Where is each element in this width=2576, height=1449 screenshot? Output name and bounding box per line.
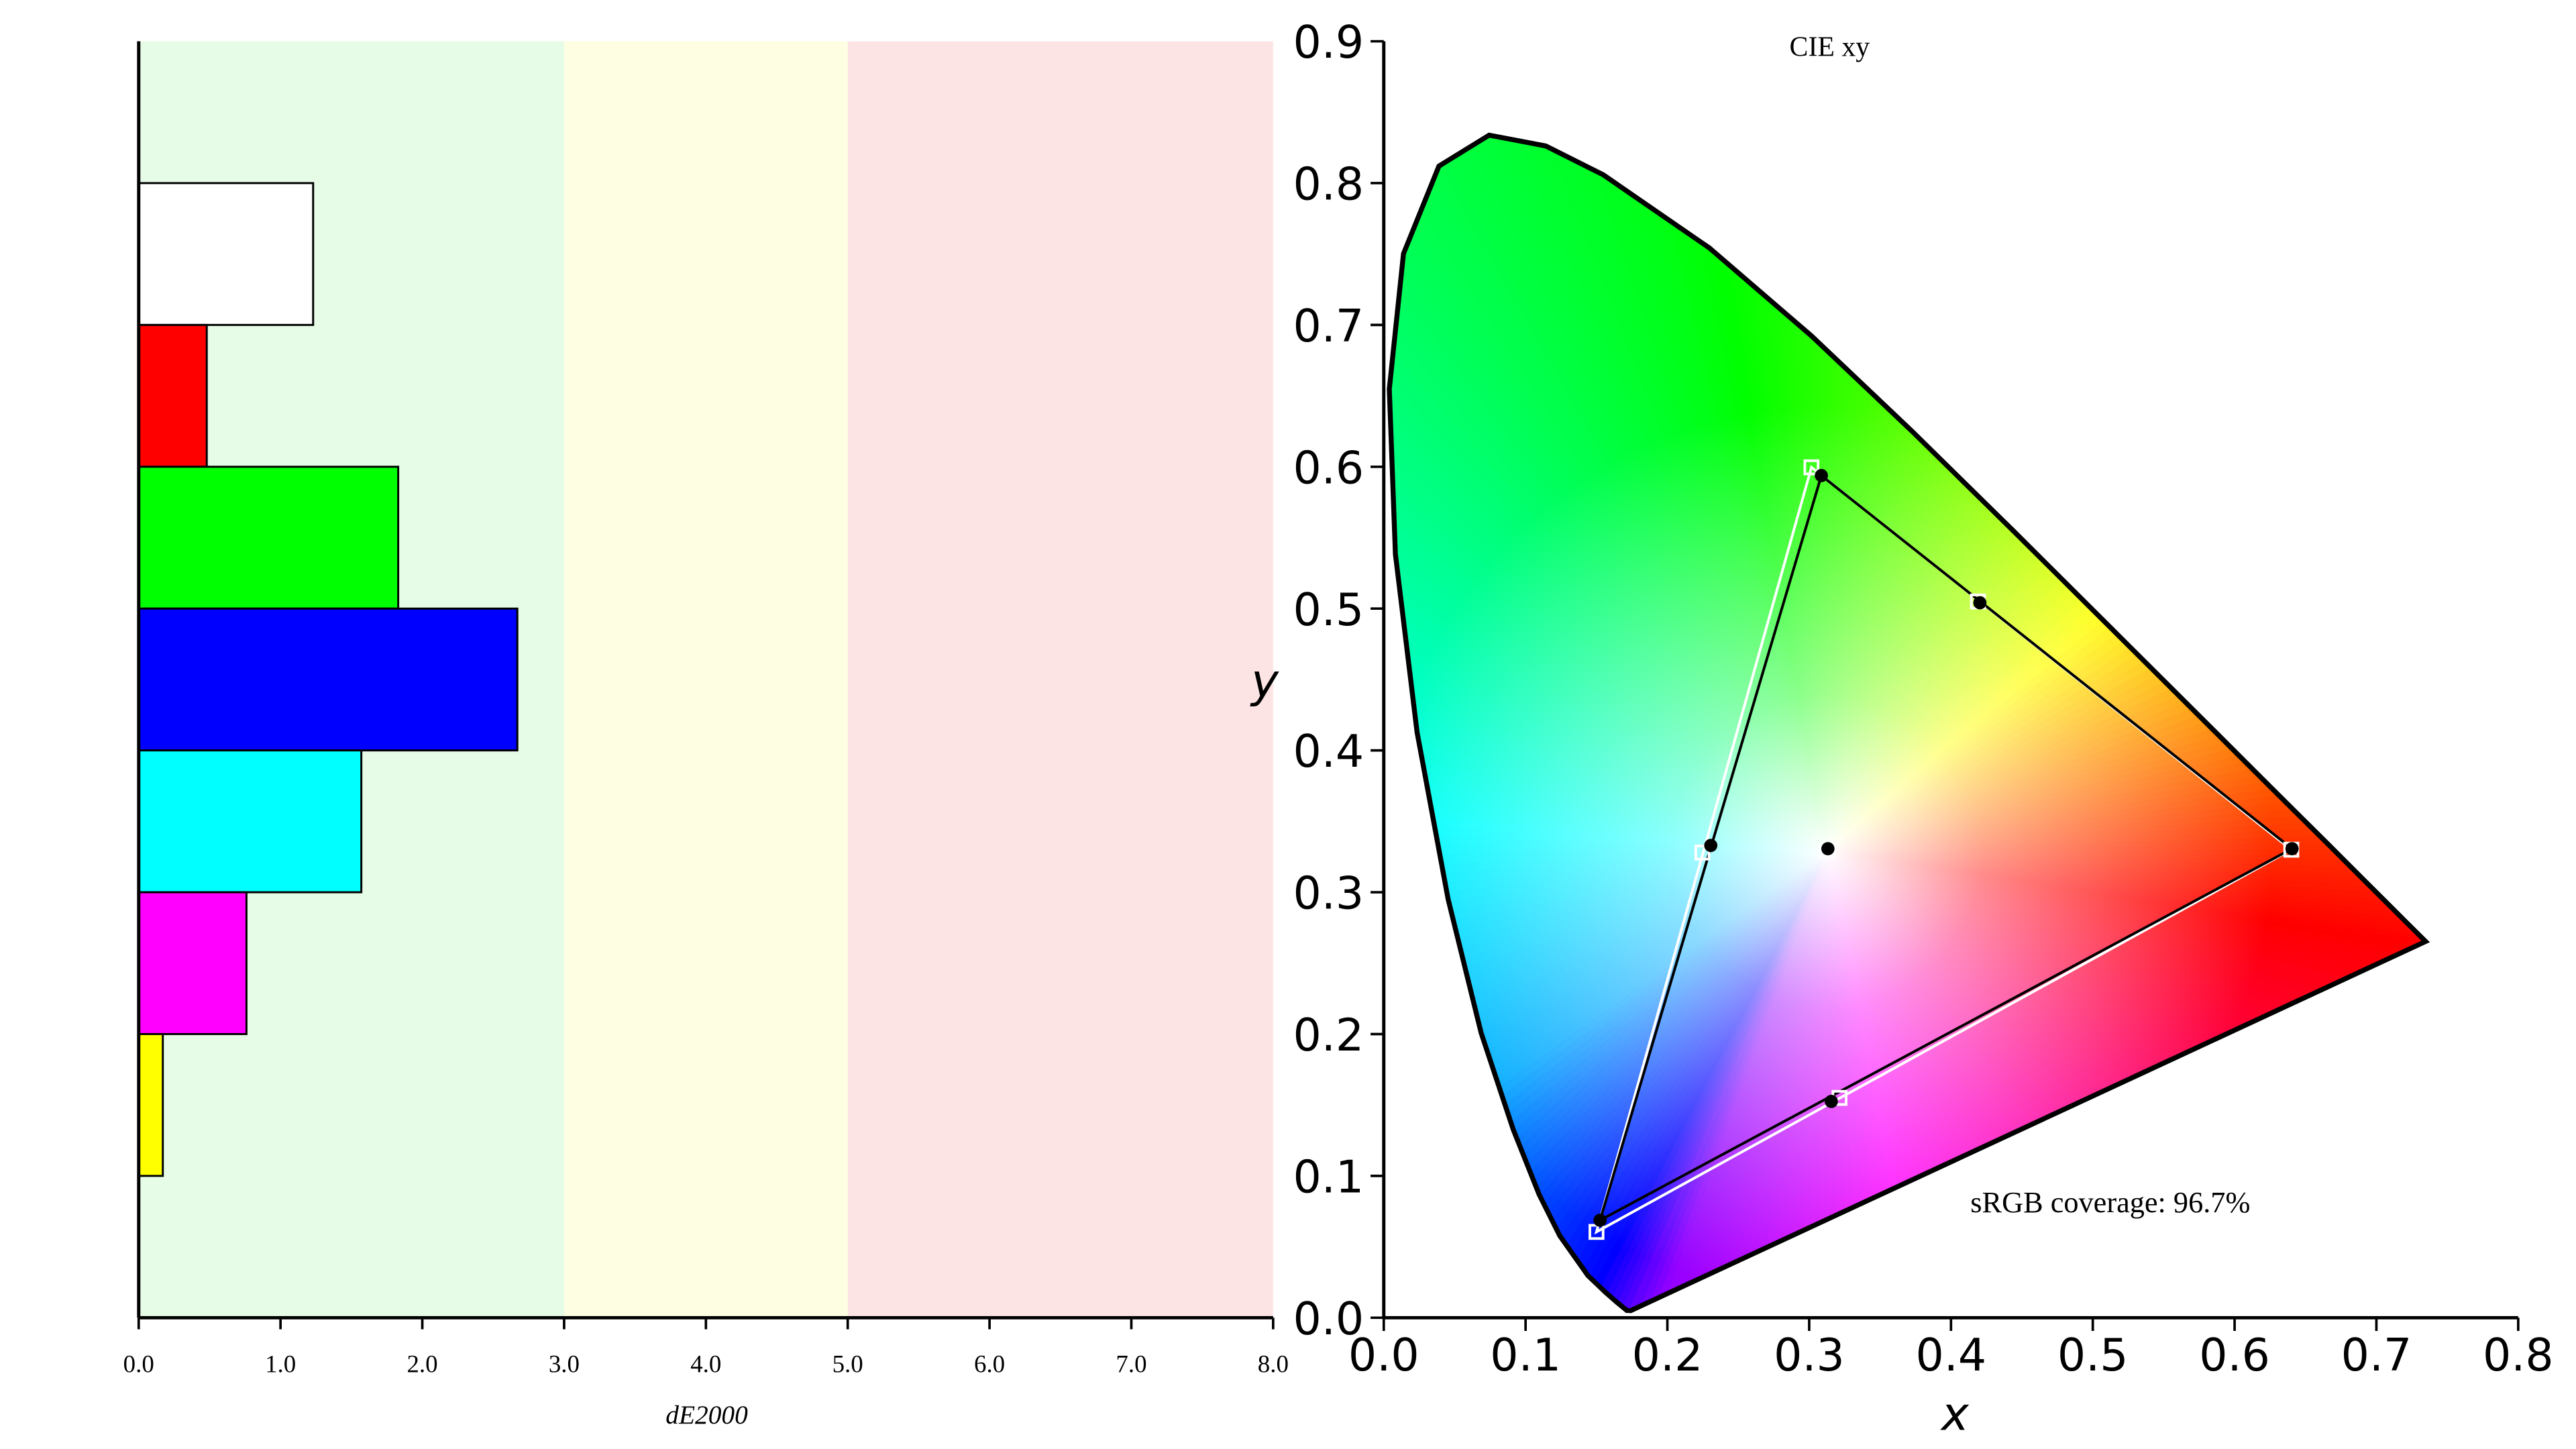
x-tick-label: 4.0 [690,1350,721,1378]
annotation: sRGB coverage: 96.7% [1970,1186,2250,1219]
x-tick-label: 6.0 [974,1350,1005,1378]
x-tick-label: 0.8 [2483,1329,2554,1381]
x-tick-label: 0.3 [1774,1329,1845,1381]
y-tick-label: 0.8 [1293,158,1364,211]
y-tick-label: 0.6 [1293,441,1364,494]
x-tick-label: 0.0 [1348,1329,1419,1381]
threshold-band [564,41,848,1318]
chart-title: CIE xy [1790,32,1870,63]
measured-point [1825,1095,1838,1108]
y-tick-label: 0.2 [1293,1009,1364,1061]
x-tick-label: 0.4 [1915,1329,1986,1381]
x-axis-label: dE2000 [665,1400,748,1430]
measured-point [1815,469,1828,482]
target-point [1803,459,1820,476]
gamut-fill [1389,135,2426,1311]
measured-point [1973,596,1987,610]
bar [138,891,248,1035]
measured-point [1821,842,1835,855]
bar [138,1032,164,1177]
white-glow [1389,135,2426,1311]
x-tick-label: 7.0 [1116,1350,1146,1378]
x-tick-label: 3.0 [549,1350,580,1378]
y-tick-label: 0.7 [1293,300,1364,352]
bar [138,607,519,752]
y-tick-label: 0.9 [1293,16,1364,68]
bar [138,749,363,894]
measured-point [1593,1214,1607,1227]
bar [138,182,315,326]
x-tick-label: 0.2 [1632,1329,1703,1381]
x-tick-label: 0.7 [2341,1329,2412,1381]
x-tick-label: 8.0 [1258,1350,1289,1378]
x-tick-label: 0.0 [123,1350,154,1378]
y-tick-label: 0.0 [1293,1293,1364,1345]
spectral-locus [1387,132,2430,1313]
measured-point [2285,842,2299,855]
x-tick-label: 0.1 [1490,1329,1561,1381]
x-tick-label: 5.0 [833,1350,863,1378]
threshold-band [847,41,1273,1318]
x-tick-label: 2.0 [407,1350,437,1378]
bar [138,466,400,610]
measured-point [1704,839,1718,853]
x-tick-label: 0.5 [2057,1329,2129,1381]
x-axis-label: x [1940,1388,1970,1442]
bar [138,323,208,468]
y-tick-label: 0.4 [1293,725,1364,777]
x-tick-label: 0.6 [2199,1329,2270,1381]
target-point [1694,845,1711,861]
y-tick-label: 0.1 [1293,1151,1364,1203]
x-tick-label: 1.0 [265,1350,296,1378]
y-tick-label: 0.3 [1293,867,1364,920]
y-tick-label: 0.5 [1293,584,1364,636]
y-axis-label: y [1250,655,1279,708]
